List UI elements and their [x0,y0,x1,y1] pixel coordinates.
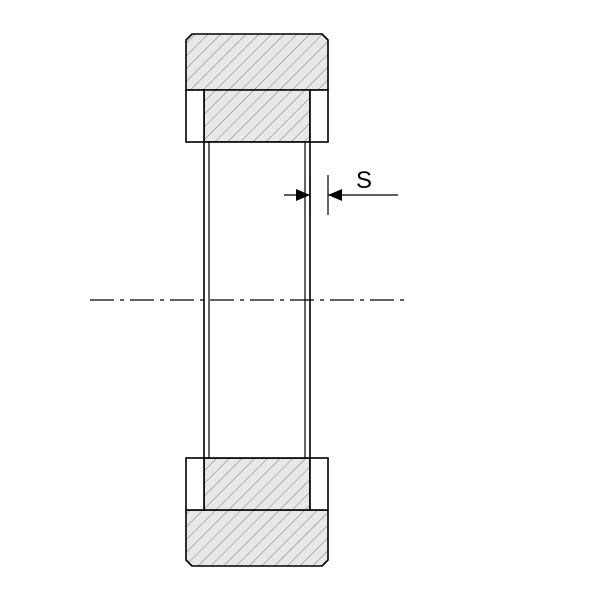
shoulder-top-right [310,90,328,142]
shoulder-bottom-left [186,458,204,510]
inner-ring-top [204,90,310,142]
bearing-cross-section: S [0,0,600,600]
outer-ring-top [186,34,328,90]
shoulder-top-left [186,90,204,142]
dimension-label: S [356,167,372,194]
outer-ring-bottom [186,510,328,566]
inner-ring-bottom [204,458,310,510]
shoulder-bottom-right [310,458,328,510]
